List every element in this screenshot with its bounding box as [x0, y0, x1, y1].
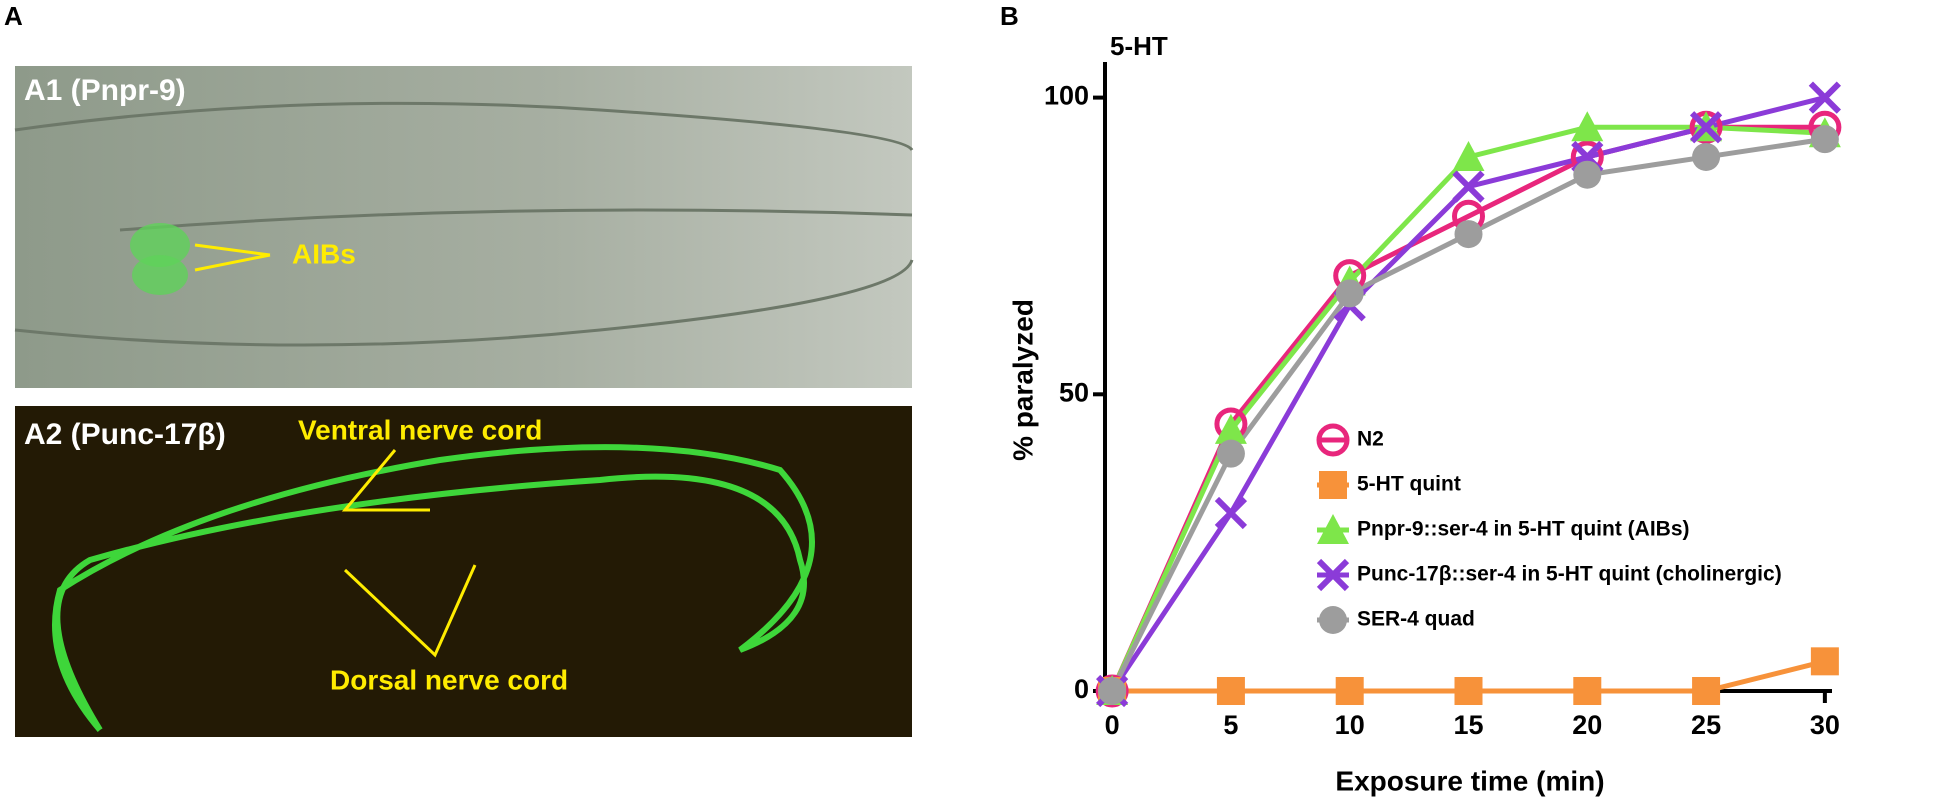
y-tick-label: 0: [1074, 674, 1089, 704]
panel-label: A: [4, 1, 23, 31]
legend-marker: [1317, 514, 1349, 544]
x-tick-label: 5: [1223, 710, 1238, 740]
data-point: [1452, 170, 1485, 203]
panel-label: B: [1000, 1, 1019, 31]
data-point: [1335, 279, 1364, 308]
x-tick-label: 20: [1572, 710, 1602, 740]
annotation: Ventral nerve cord: [298, 414, 542, 445]
data-point: [1692, 677, 1721, 705]
x-tick-label: 10: [1335, 710, 1365, 740]
series-line: [1109, 124, 1825, 693]
legend-label: Pnpr-9::ser-4 in 5-HT quint (AIBs): [1357, 518, 1690, 541]
data-point: [1452, 140, 1485, 171]
chart-title: 5-HT: [1110, 31, 1168, 61]
legend-marker: [1316, 423, 1350, 457]
series-line: [1109, 124, 1825, 693]
aib-neuron: [132, 255, 188, 295]
x-tick-label: 15: [1453, 710, 1483, 740]
annotation: Dorsal nerve cord: [330, 664, 568, 695]
legend-marker: [1319, 606, 1347, 634]
legend-label: 5-HT quint: [1357, 473, 1461, 496]
pointer: [341, 449, 477, 658]
data-point: [1216, 677, 1245, 705]
worm: [52, 444, 815, 732]
legend-label: Punc-17β::ser-4 in 5-HT quint (cholinerg…: [1357, 563, 1782, 586]
micrograph: [15, 406, 912, 737]
x-axis-label: Exposure time (min): [1335, 765, 1604, 796]
annotation: AIBs: [292, 238, 356, 269]
data-point: [1810, 125, 1839, 154]
x-tick-label: 25: [1691, 710, 1721, 740]
data-point: [1810, 647, 1839, 676]
data-point: [1692, 142, 1721, 171]
data-point: [1573, 677, 1602, 705]
y-axis-label: % paralyzed: [1007, 299, 1038, 461]
tissue-outline: [14, 101, 914, 347]
image-label: A2 (Punc-17β): [24, 418, 226, 451]
data-point: [1214, 496, 1248, 530]
pointer: [194, 243, 271, 272]
legend-marker: [1316, 558, 1350, 592]
data-point: [1573, 160, 1602, 189]
x-tick-label: 30: [1810, 710, 1840, 740]
y-tick-label: 50: [1059, 377, 1089, 407]
legend-label: N2: [1357, 428, 1384, 451]
data-point: [1454, 677, 1483, 705]
legend-marker: [1319, 471, 1347, 499]
data-point: [1454, 220, 1483, 249]
data-point: [1335, 677, 1364, 705]
image-label: A1 (Pnpr-9): [24, 74, 186, 107]
y-tick-label: 100: [1044, 81, 1089, 111]
data-point: [1571, 111, 1604, 142]
aib-neuron: [130, 223, 190, 267]
data-point: [1216, 439, 1245, 468]
data-point: [1689, 111, 1723, 144]
legend-label: SER-4 quad: [1357, 608, 1475, 631]
data-point: [1214, 413, 1247, 444]
data-point: [1808, 81, 1841, 114]
data-point: [1098, 677, 1127, 705]
x-tick-label: 0: [1105, 710, 1120, 740]
